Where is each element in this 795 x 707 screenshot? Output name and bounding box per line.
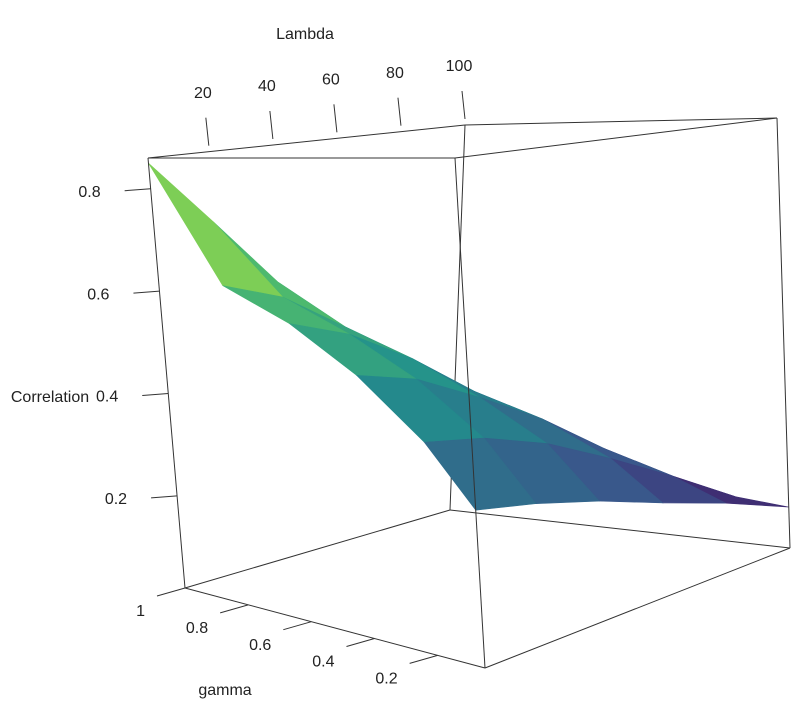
- x-axis-label: Lambda: [276, 26, 334, 43]
- z-tick: [133, 290, 160, 294]
- z-tick: [151, 495, 178, 499]
- surface-patch: [423, 437, 537, 511]
- x-tick-label: 40: [258, 78, 276, 95]
- y-tick: [283, 621, 312, 631]
- z-tick-label: 0.4: [96, 389, 118, 406]
- x-tick-label: 20: [194, 85, 212, 102]
- box-edge: [147, 157, 186, 589]
- box-edge: [484, 547, 791, 669]
- y-tick-label: 0.6: [249, 637, 271, 654]
- box-edge: [449, 509, 791, 549]
- y-tick: [220, 604, 249, 614]
- box-edge: [454, 117, 778, 159]
- z-tick-label: 0.2: [105, 491, 127, 508]
- x-tick-label: 80: [386, 65, 404, 82]
- box-edge: [147, 124, 466, 159]
- box-edge: [184, 587, 486, 669]
- x-tick: [397, 97, 402, 126]
- y-tick: [156, 587, 186, 597]
- box-edge: [454, 157, 486, 669]
- x-tick: [269, 110, 274, 140]
- box-edge: [184, 509, 451, 589]
- y-tick-label: 0.4: [312, 654, 334, 671]
- x-tick-label: 100: [446, 58, 473, 75]
- z-axis-label: Correlation: [11, 389, 89, 406]
- x-tick: [461, 90, 466, 120]
- y-tick-label: 0.8: [186, 620, 208, 637]
- y-tick-label: 1: [136, 603, 145, 620]
- y-tick: [409, 654, 438, 664]
- x-tick: [333, 104, 338, 133]
- y-tick-label: 0.2: [375, 671, 397, 688]
- z-tick: [142, 392, 169, 396]
- y-axis-label: gamma: [198, 682, 251, 699]
- surface-patch: [148, 162, 284, 298]
- x-tick: [205, 117, 210, 146]
- z-tick: [124, 188, 151, 192]
- z-tick-label: 0.6: [87, 286, 109, 303]
- box-edge: [464, 117, 778, 126]
- y-tick: [346, 638, 375, 648]
- z-tick-label: 0.8: [78, 184, 100, 201]
- x-tick-label: 60: [322, 72, 340, 89]
- box-edge: [776, 117, 791, 549]
